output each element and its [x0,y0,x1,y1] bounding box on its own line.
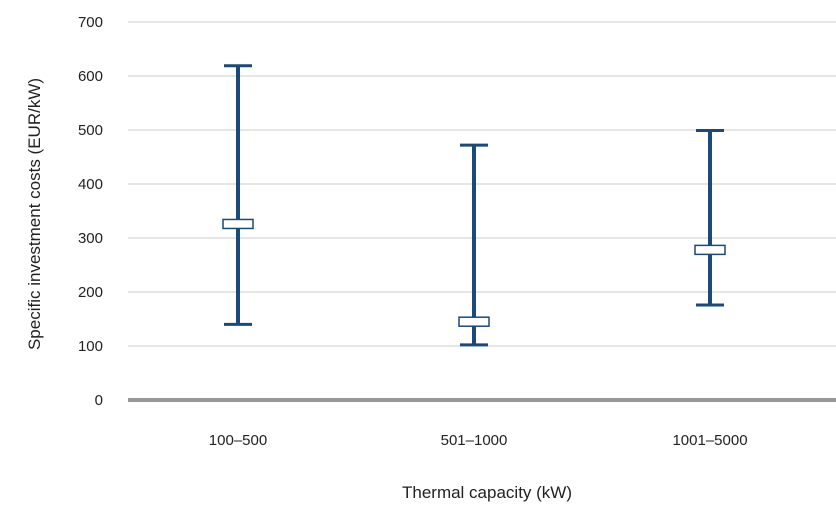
y-axis-title: Specific investment costs (EUR/kW) [25,78,44,350]
y-tick-label: 700 [78,14,103,31]
y-tick-label: 400 [78,176,103,193]
y-tick-label: 100 [78,338,103,355]
y-tick-label: 600 [78,68,103,85]
y-tick-label: 0 [95,392,103,409]
x-axis-title: Thermal capacity (kW) [402,483,572,502]
y-tick-labels: 0 100 200 300 400 500 600 700 [78,14,103,409]
x-tick-labels: 100–500 501–1000 1001–5000 [209,432,748,449]
x-tick-label: 1001–5000 [672,432,747,449]
y-tick-label: 200 [78,284,103,301]
y-tick-label: 300 [78,230,103,247]
x-tick-label: 100–500 [209,432,267,449]
mean-marker [458,316,490,327]
x-tick-label: 501–1000 [441,432,508,449]
y-tick-label: 500 [78,122,103,139]
gridlines [128,21,836,402]
error-bars [222,64,726,347]
mean-marker [222,218,254,230]
mean-marker [694,244,726,256]
